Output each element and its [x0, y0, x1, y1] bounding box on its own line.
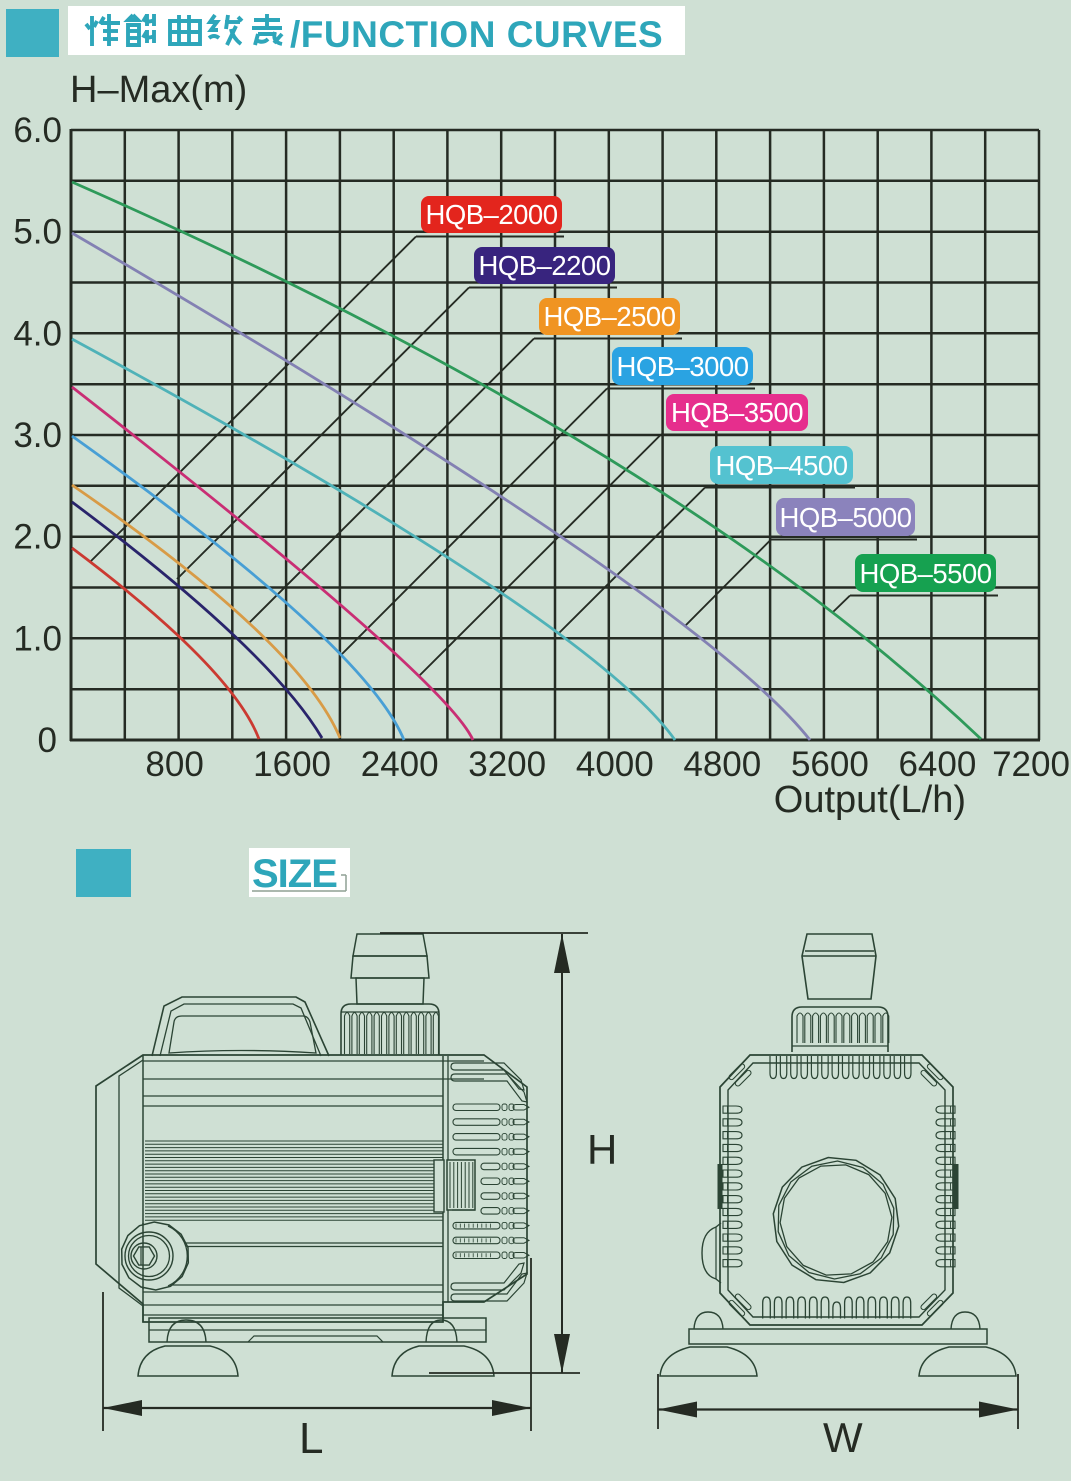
svg-text:6.0: 6.0 [13, 111, 62, 150]
svg-text:L: L [299, 1414, 323, 1463]
svg-text:HQB–3500: HQB–3500 [671, 397, 803, 428]
svg-text:1600: 1600 [253, 745, 331, 784]
svg-text:H: H [587, 1126, 617, 1173]
svg-text:2.0: 2.0 [13, 518, 62, 557]
svg-text:7200: 7200 [992, 745, 1070, 784]
svg-text:HQB–5500: HQB–5500 [859, 558, 991, 589]
svg-text:W: W [823, 1414, 863, 1461]
svg-text:SIZE: SIZE [252, 852, 337, 896]
svg-text:3.0: 3.0 [13, 416, 62, 455]
svg-text:800: 800 [145, 745, 203, 784]
svg-text:3200: 3200 [468, 745, 546, 784]
svg-text:4000: 4000 [576, 745, 654, 784]
svg-text:2400: 2400 [361, 745, 439, 784]
svg-text:1.0: 1.0 [13, 619, 62, 658]
svg-text:HQB–5000: HQB–5000 [779, 502, 911, 533]
svg-text:HQB–3000: HQB–3000 [616, 351, 748, 382]
svg-text:4.0: 4.0 [13, 314, 62, 353]
svg-text:5600: 5600 [791, 745, 869, 784]
svg-text:Output(L/h): Output(L/h) [774, 779, 966, 821]
svg-text:0: 0 [38, 721, 57, 760]
svg-text:4800: 4800 [683, 745, 761, 784]
svg-text:6400: 6400 [898, 745, 976, 784]
svg-text:HQB–2000: HQB–2000 [425, 199, 557, 230]
svg-text:H–Max(m): H–Max(m) [70, 69, 247, 111]
svg-text:HQB–2500: HQB–2500 [543, 301, 675, 332]
svg-text:HQB–4500: HQB–4500 [715, 450, 847, 481]
svg-text:/FUNCTION CURVES: /FUNCTION CURVES [290, 14, 663, 55]
svg-text:5.0: 5.0 [13, 213, 62, 252]
svg-text:HQB–2200: HQB–2200 [478, 250, 610, 281]
